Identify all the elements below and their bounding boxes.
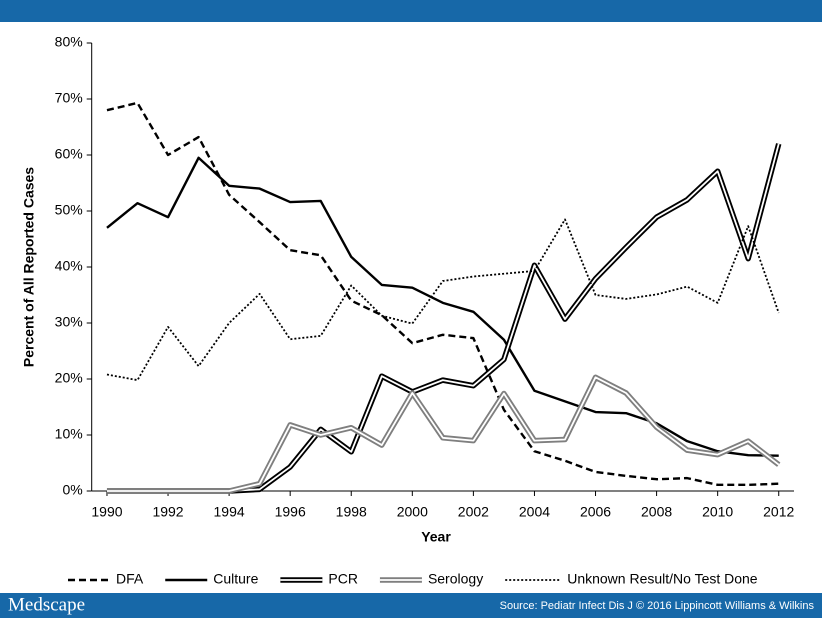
- header-bar: [0, 0, 822, 22]
- y-tick-label: 80%: [55, 34, 83, 50]
- legend-label: Serology: [428, 571, 483, 587]
- series-line-inner: [106, 376, 780, 492]
- footer-bar: [0, 593, 822, 618]
- series-line: [106, 101, 779, 487]
- x-tick-label: 2006: [580, 504, 611, 520]
- legend-label: Culture: [213, 571, 258, 587]
- x-tick-label: 2008: [641, 504, 672, 520]
- x-tick-label: 1990: [91, 504, 122, 520]
- y-tick-label: 0%: [62, 482, 82, 498]
- source: Source: Pediatr Infect Dis J © 2016 Lipp…: [500, 600, 815, 612]
- x-axis-title: Year: [421, 529, 451, 545]
- y-tick-label: 70%: [55, 90, 83, 106]
- y-tick-label: 20%: [55, 370, 83, 386]
- series-line: [106, 374, 781, 494]
- legend-label: DFA: [116, 571, 144, 587]
- series-line: [106, 156, 779, 457]
- y-axis-title: Percent of All Reported Cases: [21, 167, 37, 367]
- x-tick-label: 2000: [397, 504, 428, 520]
- legend-label: PCR: [328, 571, 358, 587]
- x-tick-label: 1992: [152, 504, 183, 520]
- y-tick-label: 40%: [55, 258, 83, 274]
- x-tick-label: 2012: [763, 504, 794, 520]
- legend-label: Unknown Result/No Test Done: [567, 571, 758, 587]
- y-tick-label: 50%: [55, 202, 83, 218]
- x-tick-label: 2004: [519, 504, 550, 520]
- series-line: [106, 218, 780, 382]
- y-tick-label: 10%: [55, 426, 83, 442]
- x-tick-label: 2010: [702, 504, 733, 520]
- x-tick-label: 1996: [275, 504, 306, 520]
- x-tick-label: 1998: [336, 504, 367, 520]
- y-tick-label: 30%: [55, 314, 83, 330]
- logo[interactable]: Medscape: [8, 594, 85, 615]
- x-tick-label: 2002: [458, 504, 489, 520]
- x-tick-label: 1994: [214, 504, 245, 520]
- y-tick-label: 60%: [55, 146, 83, 162]
